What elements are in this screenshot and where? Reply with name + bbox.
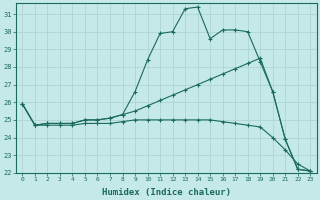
X-axis label: Humidex (Indice chaleur): Humidex (Indice chaleur) — [102, 188, 231, 197]
